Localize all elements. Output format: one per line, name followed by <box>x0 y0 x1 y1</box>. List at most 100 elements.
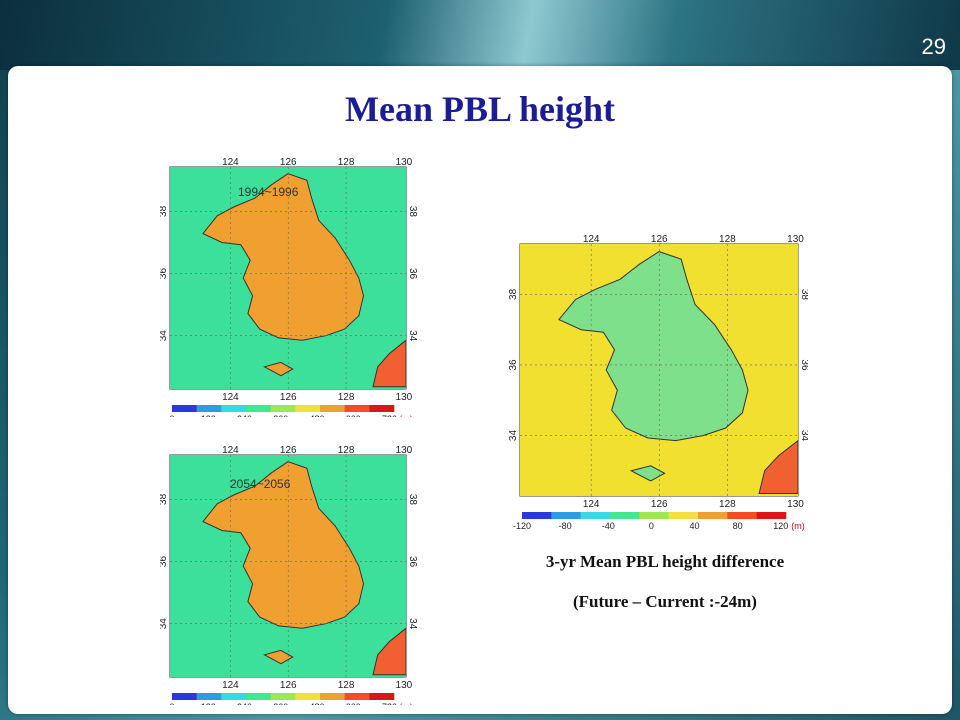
colorbar-segment <box>270 693 296 700</box>
colorbar-tick-label: 120 <box>201 702 216 705</box>
lat-tick-label: 38 <box>160 493 169 505</box>
lon-tick-label: 126 <box>651 234 668 245</box>
colorbar-tick-label: 0 <box>169 702 174 705</box>
colorbar-segment <box>522 512 552 519</box>
lat-tick-label: 38 <box>407 206 418 218</box>
lat-tick-label: 36 <box>160 268 169 280</box>
lon-tick-label: 128 <box>719 234 736 245</box>
colorbar-tick-label: 120 <box>773 521 788 531</box>
lat-tick-label: 38 <box>799 289 808 301</box>
lon-tick-label: 130 <box>396 445 413 456</box>
colorbar-segment <box>221 405 247 412</box>
colorbar-tick-label: 360 <box>273 414 288 417</box>
lat-tick-label: 34 <box>508 430 519 442</box>
colorbar-segment <box>295 693 321 700</box>
lon-tick-label: 128 <box>338 680 355 691</box>
lon-tick-label: 126 <box>280 392 297 403</box>
japan-landmass <box>372 339 407 388</box>
colorbar-segment <box>221 693 247 700</box>
lon-tick-label: 126 <box>280 157 297 168</box>
colorbar-tick-label: -120 <box>513 521 531 531</box>
colorbar-tick-label: 0 <box>649 521 654 531</box>
colorbar-segment <box>246 693 271 700</box>
lat-tick-label: 36 <box>799 359 808 371</box>
lat-tick-label: 34 <box>407 330 418 342</box>
slide-title: Mean PBL height <box>344 89 616 129</box>
colorbar-segment <box>668 512 699 519</box>
lon-tick-label: 130 <box>787 499 804 510</box>
colorbar-segment <box>196 405 222 412</box>
colorbar-unit: (m) <box>399 702 413 705</box>
colorbar-tick-label: 80 <box>733 521 743 531</box>
period-label: 1994~1996 <box>238 185 299 199</box>
lat-tick-label: 38 <box>160 205 169 217</box>
caption-line-2: (Future – Current :-24m) <box>573 592 757 611</box>
lon-tick-label: 128 <box>338 445 355 456</box>
colorbar-segment <box>639 512 669 519</box>
colorbar-segment <box>369 405 395 412</box>
colorbar-segment <box>196 693 222 700</box>
lat-tick-label: 36 <box>407 268 418 280</box>
colorbar-segment <box>172 405 197 412</box>
colorbar-tick-label: 240 <box>237 414 252 417</box>
lon-tick-label: 124 <box>222 445 239 456</box>
colorbar-segment <box>320 405 345 412</box>
colorbar-tick-label: 40 <box>689 521 699 531</box>
colorbar-segment <box>698 512 728 519</box>
colorbar-segment <box>172 693 197 700</box>
colorbar-segment <box>610 512 640 519</box>
lon-tick-label: 130 <box>396 680 413 691</box>
lon-tick-label: 130 <box>396 392 413 403</box>
lon-tick-label: 126 <box>280 680 297 691</box>
peninsula-landmass <box>202 173 365 341</box>
colorbar-segment <box>580 512 611 519</box>
colorbar-tick-label: 480 <box>310 414 325 417</box>
colorbar-segment <box>246 405 271 412</box>
colorbar-segment <box>295 405 321 412</box>
colorbar-segment <box>756 512 787 519</box>
lon-tick-label: 128 <box>338 392 355 403</box>
colorbar-tick-label: 360 <box>273 702 288 705</box>
colorbar-tick-label: -40 <box>602 521 615 531</box>
peninsula-landmass <box>202 461 365 629</box>
colorbar-tick-label: 120 <box>201 414 216 417</box>
map-future: 2054~2056 124 124 126 126 128 128 130 130 38 38 36… <box>160 445 418 705</box>
colorbar-tick-label: 0 <box>169 414 174 417</box>
island-landmass <box>263 649 294 665</box>
colorbar-tick-label: 600 <box>346 702 361 705</box>
lat-tick-label: 38 <box>508 288 519 300</box>
lon-tick-label: 126 <box>280 445 297 456</box>
caption-line-1: 3-yr Mean PBL height difference <box>545 552 785 571</box>
map-current: 1994~1996 124 124 126 126 128 128 130 130 38 38 36… <box>160 157 418 417</box>
colorbar-tick-label: -80 <box>559 521 572 531</box>
map-difference: 124 124 126 126 128 128 130 130 38 38 36 36 34 34 -120… <box>508 234 808 531</box>
lat-tick-label: 34 <box>160 618 169 630</box>
slide-content-area <box>8 66 952 714</box>
lat-tick-label: 34 <box>407 618 418 630</box>
lon-tick-label: 124 <box>222 680 239 691</box>
lon-tick-label: 124 <box>222 392 239 403</box>
colorbar-segment <box>727 512 757 519</box>
lon-tick-label: 126 <box>651 499 668 510</box>
colorbar-segment <box>270 405 296 412</box>
colorbar-tick-label: 600 <box>346 414 361 417</box>
lon-tick-label: 124 <box>222 157 239 168</box>
header-background <box>0 0 960 70</box>
island-landmass <box>263 361 294 377</box>
slide-number: 29 <box>921 34 946 59</box>
colorbar-tick-label: 480 <box>310 702 325 705</box>
colorbar-segment <box>320 693 345 700</box>
colorbar-unit: (m) <box>399 414 413 417</box>
colorbar-segment <box>344 405 370 412</box>
lat-tick-label: 38 <box>407 494 418 506</box>
colorbar-unit: (m) <box>791 521 805 531</box>
japan-landmass <box>758 439 799 494</box>
lat-tick-label: 34 <box>799 430 808 442</box>
colorbar-segment <box>551 512 581 519</box>
colorbar-segment <box>344 693 370 700</box>
lon-tick-label: 130 <box>787 234 804 245</box>
colorbar-tick-label: 240 <box>237 702 252 705</box>
peninsula-landmass <box>558 251 749 442</box>
lat-tick-label: 36 <box>160 556 169 568</box>
colorbar-tick-label: 720 <box>382 702 397 705</box>
